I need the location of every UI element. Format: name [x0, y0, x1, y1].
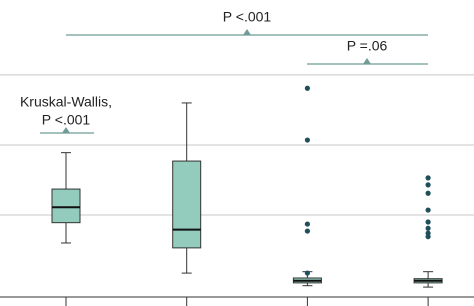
bracket-marker [243, 29, 251, 35]
outlier [425, 219, 431, 225]
outlier [425, 207, 431, 213]
annotation: P =.06 [347, 38, 388, 54]
box [51, 188, 81, 224]
outlier [425, 234, 431, 240]
bracket-marker [363, 58, 371, 64]
outlier [425, 190, 431, 196]
outlier [304, 137, 310, 143]
outlier [304, 85, 310, 91]
bracket-marker [62, 127, 70, 133]
outlier [304, 228, 310, 234]
annotation: P <.001 [42, 112, 91, 128]
outlier [425, 175, 431, 181]
outlier [304, 270, 310, 276]
box [172, 160, 202, 249]
annotation: P <.001 [223, 9, 272, 25]
outlier [304, 221, 310, 227]
annotation: Kruskal-Wallis, [20, 94, 112, 110]
outlier [425, 225, 431, 231]
outlier [425, 182, 431, 188]
